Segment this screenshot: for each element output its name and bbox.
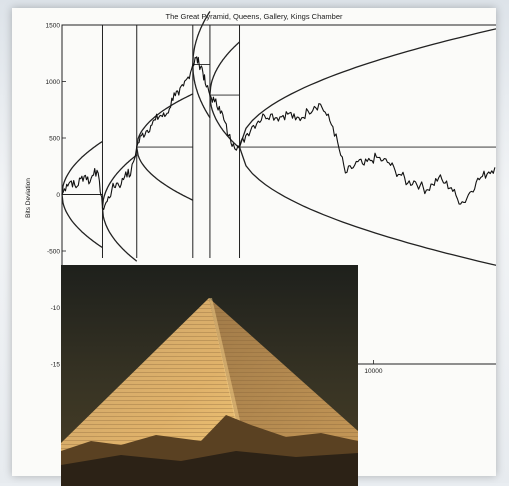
chart-title: The Great Pyramid, Queens, Gallery, King… xyxy=(165,12,343,21)
figure-sheet: The Great Pyramid, Queens, Gallery, King… xyxy=(12,8,496,486)
y-tick-label: 1500 xyxy=(46,23,61,30)
envelope-curve xyxy=(101,154,138,209)
plot-area: 1500 1000 500 0 -500 -10 -15 10000 xyxy=(46,11,496,375)
y-tick-label: 1000 xyxy=(46,79,61,86)
deviation-series-line xyxy=(61,56,496,211)
chart: The Great Pyramid, Queens, Gallery, King… xyxy=(25,11,496,375)
envelope-curve xyxy=(136,146,194,201)
y-tick-label: -15 xyxy=(51,362,61,369)
pyramid-photo xyxy=(61,265,358,486)
x-tick-label: 10000 xyxy=(364,368,382,375)
envelope-curve xyxy=(136,93,194,148)
envelope-curve xyxy=(61,140,103,195)
envelope-curve xyxy=(101,208,138,262)
envelope-curve xyxy=(209,41,240,96)
y-axis-label: Bits Deviation xyxy=(25,178,32,218)
y-tick-label: 500 xyxy=(49,136,60,143)
envelope-curve xyxy=(238,28,496,148)
y-tick-label: -500 xyxy=(47,249,60,256)
envelope-curve xyxy=(61,194,103,249)
envelope-curve xyxy=(209,95,240,149)
y-tick-label: 0 xyxy=(56,192,60,199)
envelope-curve xyxy=(192,64,211,119)
envelope-curve xyxy=(238,146,496,266)
y-tick-label: -10 xyxy=(51,305,61,312)
envelope-curve xyxy=(192,11,211,65)
